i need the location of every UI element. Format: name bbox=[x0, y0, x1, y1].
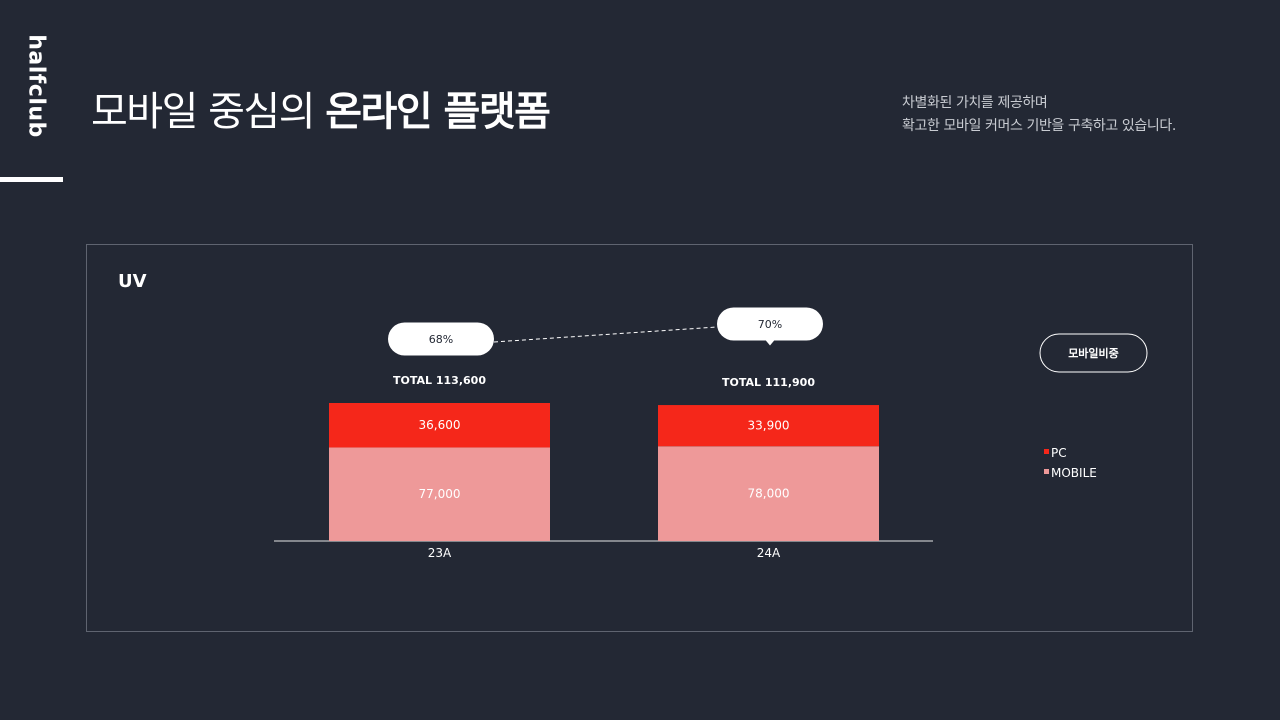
description-line-2: 확고한 모바일 커머스 기반을 구축하고 있습니다. bbox=[902, 118, 1176, 134]
halfclub-logo: halfclub bbox=[23, 34, 49, 138]
uv-chart-panel: UV 77,000 36,600 TOTAL 113,600 23A 78,000 33,9… bbox=[86, 244, 1193, 632]
mobile-share-line bbox=[493, 326, 718, 343]
total-label-23A: TOTAL 113,600 bbox=[393, 374, 486, 387]
page-title: 모바일 중심의 온라인 플랫폼 bbox=[91, 84, 551, 140]
mobile-share-label-23A: 68% bbox=[429, 333, 453, 346]
legend-swatch-pc bbox=[1044, 449, 1049, 454]
legend-mobile-share-label: 모바일비중 bbox=[1068, 346, 1119, 360]
page-description: 차별화된 가치를 제공하며 확고한 모바일 커머스 기반을 구축하고 있습니다. bbox=[902, 92, 1176, 138]
description-line-1: 차별화된 가치를 제공하며 bbox=[902, 95, 1048, 111]
data-label-pc-23A: 36,600 bbox=[419, 418, 461, 432]
legend-mobile-share-pill bbox=[1039, 333, 1148, 373]
logo-accent-bar bbox=[0, 177, 63, 182]
bubble-pointer bbox=[765, 339, 775, 346]
bar-pc-24A bbox=[658, 405, 879, 447]
mobile-share-bubble-24A bbox=[717, 307, 823, 341]
data-label-pc-24A: 33,900 bbox=[748, 419, 790, 433]
x-tick-label-24A: 24A bbox=[757, 546, 781, 560]
chart-title: UV bbox=[118, 271, 147, 292]
mobile-share-label-24A: 70% bbox=[758, 318, 782, 331]
total-label-24A: TOTAL 111,900 bbox=[722, 376, 815, 389]
bar-mobile-24A bbox=[658, 446, 879, 541]
data-label-mobile-23A: 77,000 bbox=[419, 487, 461, 501]
bar-pc-23A bbox=[329, 403, 550, 448]
title-bold: 온라인 플랫폼 bbox=[325, 89, 551, 135]
bar-mobile-23A bbox=[329, 447, 550, 541]
legend-label-pc: PC bbox=[1051, 446, 1067, 460]
uv-chart: UV 77,000 36,600 TOTAL 113,600 23A 78,000 33,9… bbox=[118, 271, 1148, 560]
legend-label-mobile: MOBILE bbox=[1051, 466, 1097, 480]
mobile-share-bubble-23A bbox=[388, 322, 494, 356]
data-label-mobile-24A: 78,000 bbox=[748, 487, 790, 501]
legend-swatch-mobile bbox=[1044, 469, 1049, 474]
x-tick-label-23A: 23A bbox=[428, 546, 452, 560]
title-regular: 모바일 중심의 bbox=[91, 89, 326, 135]
